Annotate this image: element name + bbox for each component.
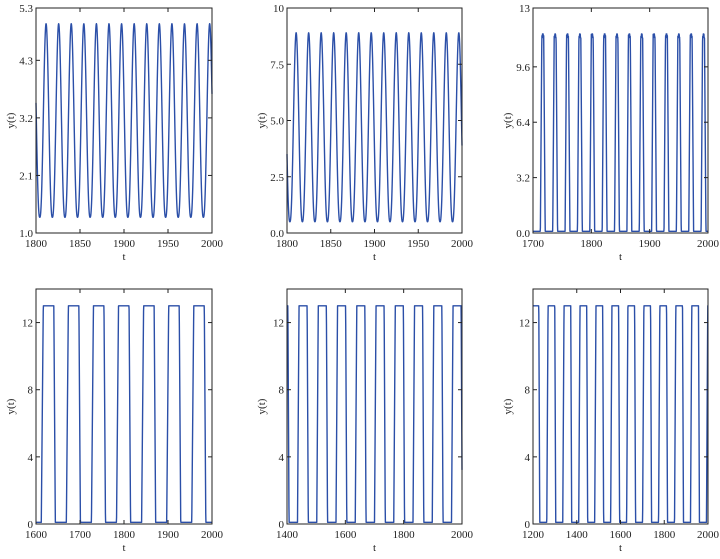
y-tick-label: 5.0 <box>270 116 284 128</box>
x-tick-label: 1800 <box>393 529 416 541</box>
series-line <box>286 305 463 524</box>
y-tick-label: 4.3 <box>19 55 33 67</box>
y-tick-label: 8 <box>28 385 34 397</box>
x-tick-label: 1600 <box>334 529 357 541</box>
y-tick-label: 12 <box>273 318 284 330</box>
x-tick-label: 2000 <box>697 238 720 250</box>
x-axis-label: t <box>122 542 125 554</box>
x-tick-label: 1600 <box>610 529 633 541</box>
x-tick-label: 1800 <box>653 529 676 541</box>
y-tick-label: 5.3 <box>19 3 33 15</box>
y-tick-label: 10 <box>273 3 285 15</box>
y-tick-label: 0 <box>279 519 285 531</box>
y-tick-label: 12 <box>22 318 33 330</box>
series-line <box>532 33 709 232</box>
y-tick-label: 9.6 <box>516 62 530 74</box>
y-axis-label: y(t) <box>502 398 514 414</box>
x-axis-label: t <box>373 251 376 263</box>
y-axis-label: y(t) <box>5 112 17 128</box>
y-tick-label: 0.0 <box>516 228 530 240</box>
y-axis-label: y(t) <box>5 398 17 414</box>
x-tick-label: 1900 <box>639 238 662 250</box>
y-axis-label: y(t) <box>256 112 268 128</box>
chart-panel-3: 1700 1800 1900 2000 0.0 3.2 6.4 9.6 13 t y(t) <box>502 3 720 263</box>
chart-panel-6: 1200 1400 1600 1800 2000 0 4 8 12 t y(t) <box>502 288 720 554</box>
x-tick-label: 1700 <box>522 238 545 250</box>
y-tick-label: 7.5 <box>270 59 284 71</box>
x-tick-label: 1950 <box>157 238 180 250</box>
y-tick-label: 6.4 <box>516 117 530 129</box>
series-line <box>532 305 709 524</box>
x-tick-label: 1800 <box>276 238 299 250</box>
y-axis-label: y(t) <box>502 112 514 128</box>
y-tick-label: 4 <box>525 452 531 464</box>
x-axis-label: t <box>619 542 622 554</box>
y-tick-label: 1.0 <box>19 228 33 240</box>
x-tick-label: 1800 <box>113 529 136 541</box>
y-tick-label: 3.2 <box>19 113 33 125</box>
y-tick-label: 2.1 <box>19 170 33 182</box>
plot-frame <box>286 288 463 525</box>
x-tick-label: 1850 <box>320 238 343 250</box>
x-tick-label: 1900 <box>364 238 387 250</box>
x-axis-label: t <box>619 251 622 263</box>
y-tick-label: 8 <box>279 385 285 397</box>
series-line <box>35 305 213 524</box>
x-tick-label: 2000 <box>201 529 224 541</box>
x-tick-label: 1900 <box>157 529 180 541</box>
plot-frame <box>35 288 213 525</box>
x-tick-label: 2000 <box>451 238 474 250</box>
x-tick-label: 1900 <box>113 238 136 250</box>
x-tick-label: 2000 <box>697 529 720 541</box>
x-tick-label: 1400 <box>276 529 299 541</box>
x-tick-label: 2000 <box>201 238 224 250</box>
chart-panel-1: 1800 1850 1900 1950 2000 1.0 2.1 3.2 4.3 5.3 t y(t) <box>5 3 224 263</box>
plot-frame <box>532 7 709 234</box>
x-axis-label: t <box>373 542 376 554</box>
y-tick-label: 0 <box>525 519 531 531</box>
series-line <box>286 32 463 223</box>
x-tick-label: 1200 <box>522 529 545 541</box>
x-tick-label: 1600 <box>25 529 48 541</box>
series-line <box>35 23 213 219</box>
y-tick-label: 4 <box>279 452 285 464</box>
y-tick-label: 3.2 <box>516 173 530 185</box>
plot-frame <box>532 288 709 525</box>
y-tick-label: 13 <box>519 3 531 15</box>
x-tick-label: 1950 <box>407 238 430 250</box>
y-tick-label: 4 <box>28 452 34 464</box>
x-tick-label: 1700 <box>69 529 92 541</box>
x-axis-label: t <box>122 251 125 263</box>
y-tick-label: 0 <box>28 519 34 531</box>
y-axis-label: y(t) <box>256 398 268 414</box>
x-tick-label: 1800 <box>25 238 48 250</box>
y-tick-label: 0.0 <box>270 228 284 240</box>
x-tick-label: 2000 <box>451 529 474 541</box>
chart-panel-5: 1400 1600 1800 2000 0 4 8 12 t y(t) <box>256 288 474 554</box>
y-tick-label: 12 <box>519 318 530 330</box>
y-tick-label: 8 <box>525 385 531 397</box>
y-tick-label: 2.5 <box>270 172 284 184</box>
x-tick-label: 1800 <box>580 238 603 250</box>
x-tick-label: 1400 <box>566 529 589 541</box>
x-tick-label: 1850 <box>69 238 92 250</box>
chart-panel-2: 1800 1850 1900 1950 2000 0.0 2.5 5.0 7.5 10 t y(t) <box>256 3 474 263</box>
chart-panel-4: 1600 1700 1800 1900 2000 0 4 8 12 t y(t) <box>5 288 224 554</box>
